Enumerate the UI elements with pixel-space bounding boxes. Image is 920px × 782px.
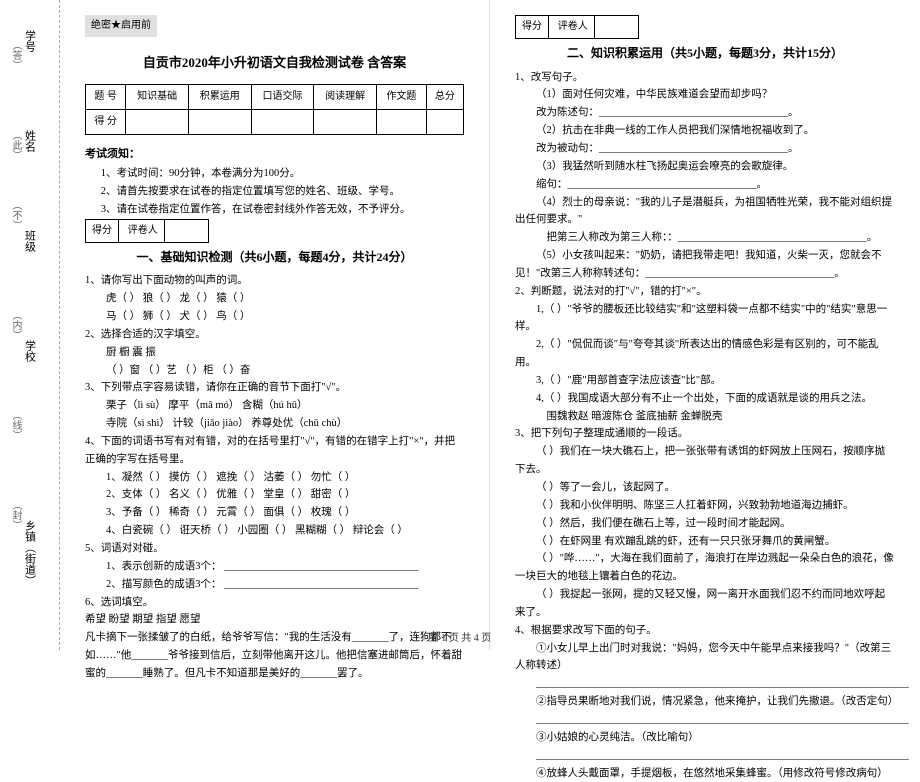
q23-l4: （ ）然后，我们便在礁石上等，过一段时间才能起网。 xyxy=(515,515,895,533)
q4-stem: 4、下面的词语书写有对有错，对的在括号里打"√"，有错的在错字上打"×"，并把正… xyxy=(85,433,464,469)
q21-stem: 1、改写句子。 xyxy=(515,69,895,87)
side-label-name: 姓名 xyxy=(22,130,38,152)
q4-l4: 4、白瓷碗（ ） 诳天桥（ ） 小园圈（ ） 黑糊糊（ ） 辩论会（ ） xyxy=(85,522,464,540)
q23-stem: 3、把下列句子整理成通顺的一段话。 xyxy=(515,425,895,443)
content-area: 绝密★启用前 自贡市2020年小升初语文自我检测试卷 含答案 题 号 知识基础 … xyxy=(60,0,920,650)
td-blank xyxy=(251,110,314,135)
q3-l2: 寺院（sì shì） 计较（jiǎo jiào） 养尊处优（chǔ chù） xyxy=(85,415,464,433)
q5-stem: 5、词语对对碰。 xyxy=(85,540,464,558)
q5-l1: 1、表示创新的成语3个： ___________________________… xyxy=(85,558,464,576)
eval-marker: 评卷人 xyxy=(122,220,165,242)
td-blank xyxy=(426,110,463,135)
q22-l2: 2,（ ）"侃侃而谈"与"夸夸其谈"所表达出的情感色彩是有区别的，可不能乱用。 xyxy=(515,336,895,372)
left-column: 绝密★启用前 自贡市2020年小升初语文自我检测试卷 含答案 题 号 知识基础 … xyxy=(60,0,490,650)
evaluator-box: 得分 评卷人 xyxy=(85,219,209,243)
q22-l3: 3,（ ）"鹿"用部首查字法应该查"比"部。 xyxy=(515,372,895,390)
score-table: 题 号 知识基础 积累运用 口语交际 阅读理解 作文题 总分 得 分 xyxy=(85,84,464,135)
side-label-town: 乡镇（街道） xyxy=(22,520,38,586)
q2-row2: （ ）窗 （ ）艺 （ ）柜 （ ）奋 xyxy=(85,362,464,380)
td-blank xyxy=(126,110,189,135)
side-annot: （内） xyxy=(8,310,23,340)
q23-l7: （ ）我捉起一张网，提的又轻又慢，网一离开水面我们忍不约而同地欢呼起来了。 xyxy=(515,586,895,622)
q21-i2: （2）抗击在非典一线的工作人员把我们深情地祝福收到了。 xyxy=(515,122,895,140)
q22-stem: 2、判断题，说法对的打"√"，错的打"×"。 xyxy=(515,283,895,301)
q4-l2: 2、支体（ ） 名义（ ） 优雅（ ） 堂皇（ ） 甜密（ ） xyxy=(85,486,464,504)
side-annot: （答） xyxy=(8,40,23,70)
q24-l3b: ________________________________________… xyxy=(515,747,895,765)
q21-i1b: 改为陈述句：__________________________________… xyxy=(515,104,895,122)
side-label-school: 学校 xyxy=(22,340,38,362)
evaluator-box-2: 得分 评卷人 xyxy=(515,15,639,39)
q24-l2b: ________________________________________… xyxy=(515,711,895,729)
q5-l2: 2、描写颜色的成语3个： ___________________________… xyxy=(85,576,464,594)
q21-i3: （3）我猛然听到随水柱飞扬起奥运会嘹亮的会歌旋律。 xyxy=(515,158,895,176)
th: 作文题 xyxy=(376,85,426,110)
eval-blank xyxy=(168,229,208,233)
q24-l3: ③小姑娘的心灵纯洁。（改比喻句） xyxy=(515,729,895,747)
q6-stem: 6、选词填空。 xyxy=(85,594,464,612)
th: 积累运用 xyxy=(188,85,251,110)
eval-blank xyxy=(598,25,638,29)
q4-l1: 1、凝然（ ） 摸仿（ ） 遮挽（ ） 沽萎（ ） 勿忙（ ） xyxy=(85,469,464,487)
q4-l3: 3、予备（ ） 稀奇（ ） 元霄（ ） 面俱（ ） 枚瑰（ ） xyxy=(85,504,464,522)
q6-l1: 希望 盼望 期望 指望 愿望 xyxy=(85,611,464,629)
q22-l4: 4,（ ）我国成语大部分有不止一个出处，下面的成语就是谈的用兵之法。 xyxy=(515,390,895,408)
eval-marker: 评卷人 xyxy=(552,16,595,38)
q21-i5: （5）小女孩叫起来："奶奶，请把我带走吧！我知道，火柴一灭，您就会不见！"改第三… xyxy=(515,247,895,283)
rule-item: 2、请首先按要求在试卷的指定位置填写您的姓名、班级、学号。 xyxy=(85,183,464,201)
q1-line1: 虎（ ） 狼（ ） 龙（ ） 猿（ ） xyxy=(85,290,464,308)
rule-item: 3、请在试卷指定位置作答，在试卷密封线外作答无效，不予评分。 xyxy=(85,201,464,219)
section2-title: 二、知识积累运用（共5小题，每题3分，共计15分） xyxy=(515,43,895,65)
eval-score: 得分 xyxy=(516,16,549,38)
q1-line2: 马（ ） 狮（ ） 犬（ ） 鸟（ ） xyxy=(85,308,464,326)
th: 阅读理解 xyxy=(314,85,377,110)
rule-item: 1、考试时间：90分钟，本卷满分为100分。 xyxy=(85,165,464,183)
q23-l2: （ ）等了一会儿，该起网了。 xyxy=(515,479,895,497)
q23-l3: （ ）我和小伙伴明明、陈坚三人扛着虾网，兴致勃勃地道海边捕虾。 xyxy=(515,497,895,515)
right-column: 得分 评卷人 二、知识积累运用（共5小题，每题3分，共计15分） 1、改写句子。… xyxy=(490,0,920,650)
th: 总分 xyxy=(426,85,463,110)
q21-i4b: 把第三人称改为第三人称：：___________________________… xyxy=(515,229,895,247)
q24-l2: ②指导员果断地对我们说，情况紧急，他来掩护，让我们先撤退。（改否定句） xyxy=(515,693,895,711)
q23-l5: （ ）在虾网里 有欢蹦乱跳的虾，还有一只只张牙舞爪的黄闸蟹。 xyxy=(515,533,895,551)
q22-l1: 1,（ ）"爷爷的腰板还比较结实"和"这塑料袋一点都不结实"中的"结实"意思一样… xyxy=(515,301,895,337)
q21-i3b: 缩句：____________________________________。 xyxy=(515,176,895,194)
q3-l1: 栗子（lì sù） 摩平（mā mó） 含糊（hú hū） xyxy=(85,397,464,415)
side-annot: （线） xyxy=(8,410,23,440)
q23-l1: （ ）我们在一块大礁石上，把一张张带有诱饵的虾网放上压网石，按顺序抛下去。 xyxy=(515,443,895,479)
td-blank xyxy=(188,110,251,135)
th: 知识基础 xyxy=(126,85,189,110)
binding-margin: 学号 （答） 姓名 （此） 班级 （不） 学校 （内） （线） 乡镇（街道） （… xyxy=(0,0,60,650)
section1-title: 一、基础知识检测（共6小题，每题4分，共计24分） xyxy=(85,247,464,269)
rules-title: 考试须知： xyxy=(85,145,464,165)
td-blank xyxy=(376,110,426,135)
q21-i4: （4）烈士的母亲说："我的儿子是潜艇兵，为祖国牺牲光荣，我不能对组织提出任何要求… xyxy=(515,194,895,230)
td-label: 得 分 xyxy=(86,110,126,135)
q22-l4b: 围魏救赵 暗渡陈仓 釜底抽薪 金蝉脱壳 xyxy=(515,408,895,426)
q2-stem: 2、选择合适的汉字填空。 xyxy=(85,326,464,344)
q23-l6: （ ）"哗……"，大海在我们面前了，海浪打在岸边溅起一朵朵白色的浪花，像一块巨大… xyxy=(515,550,895,586)
page-footer: 第 1 页 共 4 页 xyxy=(0,629,920,644)
q21-i2b: 改为被动句：__________________________________… xyxy=(515,140,895,158)
q1-stem: 1、请你写出下面动物的叫声的词。 xyxy=(85,272,464,290)
side-annot: （此） xyxy=(8,130,23,160)
side-annot: （不） xyxy=(8,200,23,230)
eval-score: 得分 xyxy=(86,220,119,242)
main-title: 自贡市2020年小升初语文自我检测试卷 含答案 xyxy=(85,51,464,74)
th: 口语交际 xyxy=(251,85,314,110)
side-label-class: 班级 xyxy=(22,230,38,252)
q3-stem: 3、下列带点字容易读错，请你在正确的音节下面打"√"。 xyxy=(85,379,464,397)
q24-l1b: ________________________________________… xyxy=(515,675,895,693)
q24-l4: ④放蜂人头戴面罩，手提烟板，在悠然地采集蜂蜜。（用修改符号修改病句） xyxy=(515,765,895,782)
q24-l1: ①小女儿早上出门时对我说："妈妈，您今天中午能早点来接我吗？"（改第三人称转述） xyxy=(515,640,895,676)
th: 题 号 xyxy=(86,85,126,110)
seal-label: 绝密★启用前 xyxy=(85,15,157,37)
q2-row1: 厨 橱 震 振 xyxy=(85,344,464,362)
side-annot: （封） xyxy=(8,500,23,530)
td-blank xyxy=(314,110,377,135)
q21-i1: （1）面对任何灾难，中华民族难道会望而却步吗？ xyxy=(515,86,895,104)
side-label-id: 学号 xyxy=(22,30,38,52)
